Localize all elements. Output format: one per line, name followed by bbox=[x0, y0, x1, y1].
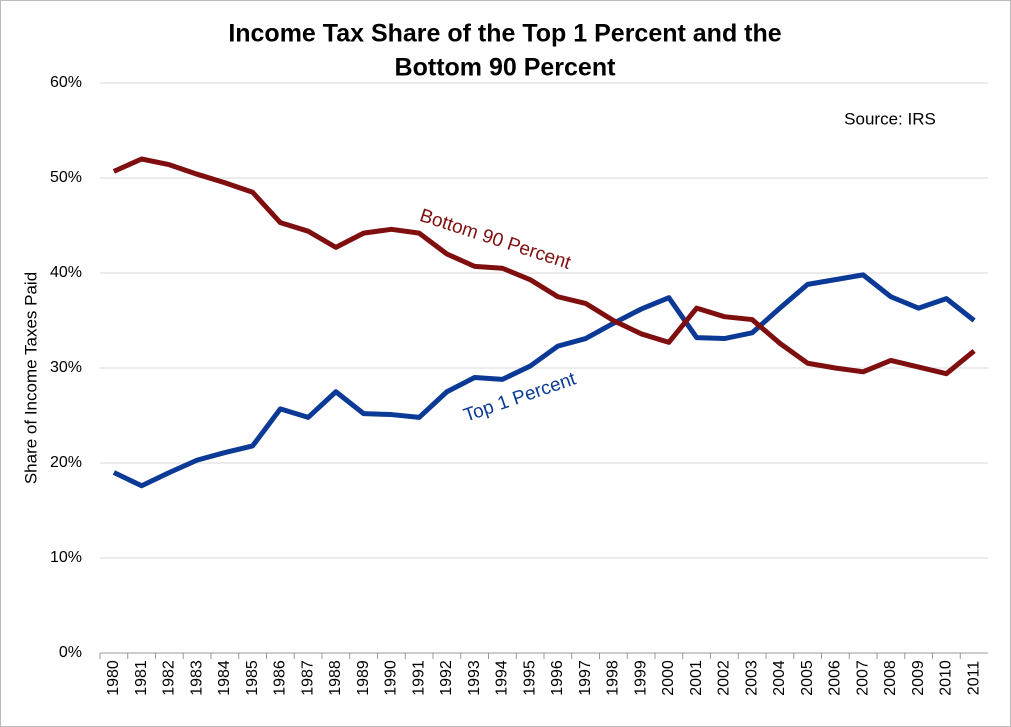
x-tick-label: 2011 bbox=[965, 661, 982, 696]
x-tick-label: 1983 bbox=[188, 660, 205, 696]
x-tick-label: 2005 bbox=[799, 660, 816, 696]
x-tick-label: 1985 bbox=[244, 660, 261, 696]
x-tick-label: 2000 bbox=[660, 660, 677, 696]
x-tick-label: 1993 bbox=[466, 660, 483, 696]
x-tick-label: 2008 bbox=[882, 660, 899, 696]
x-tick-label: 1982 bbox=[161, 660, 178, 696]
x-tick-label: 2007 bbox=[854, 660, 871, 696]
x-tick-label: 2006 bbox=[827, 660, 844, 696]
x-tick-label: 1990 bbox=[383, 660, 400, 696]
annotation: Source: IRS bbox=[844, 109, 936, 128]
x-tick-label: 2003 bbox=[743, 660, 760, 696]
x-tick-label: 1996 bbox=[549, 660, 566, 696]
chart-title: Bottom 90 Percent bbox=[395, 54, 617, 82]
x-tick-label: 1999 bbox=[632, 660, 649, 696]
y-tick-label: 10% bbox=[50, 549, 82, 566]
x-tick-label: 2001 bbox=[688, 660, 705, 696]
y-axis-label: Share of Income Taxes Paid bbox=[21, 272, 40, 484]
x-tick-label: 1984 bbox=[216, 660, 233, 696]
y-tick-label: 20% bbox=[50, 454, 82, 471]
series-line bbox=[112, 156, 976, 377]
series-line bbox=[112, 272, 976, 489]
y-tick-label: 40% bbox=[50, 264, 82, 281]
y-tick-label: 60% bbox=[50, 74, 82, 91]
x-tick-label: 1980 bbox=[105, 660, 122, 696]
x-tick-label: 1992 bbox=[438, 660, 455, 696]
x-tick-label: 2010 bbox=[938, 660, 955, 696]
x-tick-label: 1995 bbox=[521, 660, 538, 696]
x-tick-label: 2002 bbox=[716, 660, 733, 696]
y-tick-label: 30% bbox=[50, 359, 82, 376]
x-tick-label: 1994 bbox=[494, 660, 511, 696]
chart-title: Income Tax Share of the Top 1 Percent an… bbox=[228, 20, 781, 48]
x-tick-label: 1981 bbox=[133, 660, 150, 696]
x-tick-label: 1986 bbox=[272, 660, 289, 696]
x-tick-label: 1988 bbox=[327, 660, 344, 696]
y-tick-label: 0% bbox=[59, 644, 82, 661]
x-tick-label: 1991 bbox=[410, 660, 427, 696]
x-tick-label: 1998 bbox=[605, 660, 622, 696]
x-tick-label: 1997 bbox=[577, 660, 594, 696]
x-tick-label: 2009 bbox=[910, 660, 927, 696]
y-tick-label: 50% bbox=[50, 169, 82, 186]
x-tick-label: 1989 bbox=[355, 660, 372, 696]
x-tick-label: 2004 bbox=[771, 660, 788, 696]
x-tick-label: 1987 bbox=[299, 660, 316, 696]
